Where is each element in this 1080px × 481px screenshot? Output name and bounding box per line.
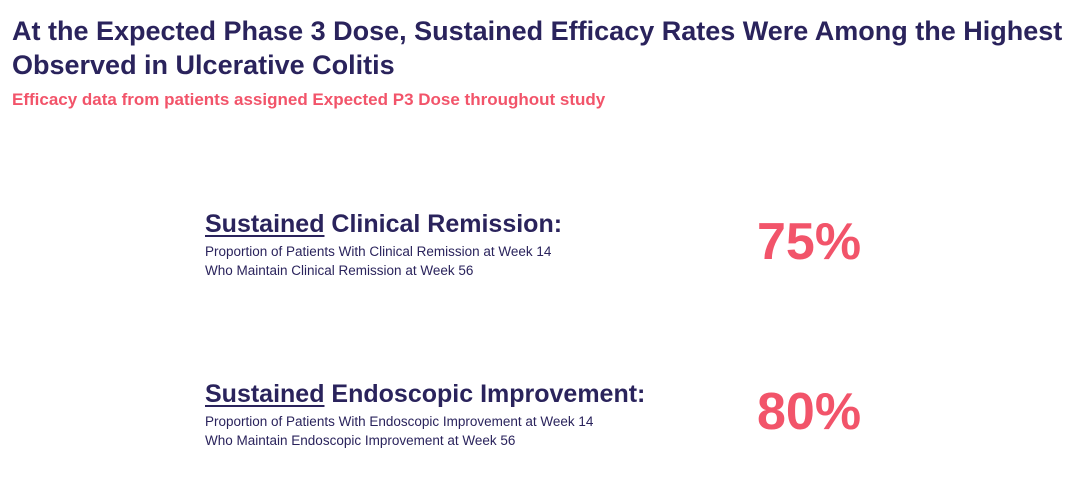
metric-value-clinical-remission: 75% — [757, 213, 862, 271]
metric-heading-emphasis: Sustained — [205, 380, 325, 408]
page-subtitle: Efficacy data from patients assigned Exp… — [12, 90, 606, 109]
metric-description: Proportion of Patients With Clinical Rem… — [205, 242, 685, 280]
metric-endoscopic-improvement: Sustained Endoscopic Improvement: Propor… — [205, 378, 685, 450]
metric-description-line: Who Maintain Clinical Remission at Week … — [205, 263, 474, 278]
metric-description-line: Proportion of Patients With Endoscopic I… — [205, 414, 594, 429]
metric-description-line: Proportion of Patients With Clinical Rem… — [205, 244, 552, 259]
metric-clinical-remission: Sustained Clinical Remission: Proportion… — [205, 208, 685, 280]
metric-heading: Sustained Endoscopic Improvement: — [205, 378, 685, 410]
metric-description-line: Who Maintain Endoscopic Improvement at W… — [205, 433, 516, 448]
metric-heading-emphasis: Sustained — [205, 210, 325, 238]
metric-description: Proportion of Patients With Endoscopic I… — [205, 412, 685, 450]
metric-heading-rest: Clinical Remission: — [324, 210, 563, 238]
metric-value-endoscopic-improvement: 80% — [757, 383, 862, 441]
metric-heading-rest: Endoscopic Improvement: — [324, 380, 646, 408]
metric-heading: Sustained Clinical Remission: — [205, 208, 685, 240]
page-title: At the Expected Phase 3 Dose, Sustained … — [12, 16, 1063, 80]
